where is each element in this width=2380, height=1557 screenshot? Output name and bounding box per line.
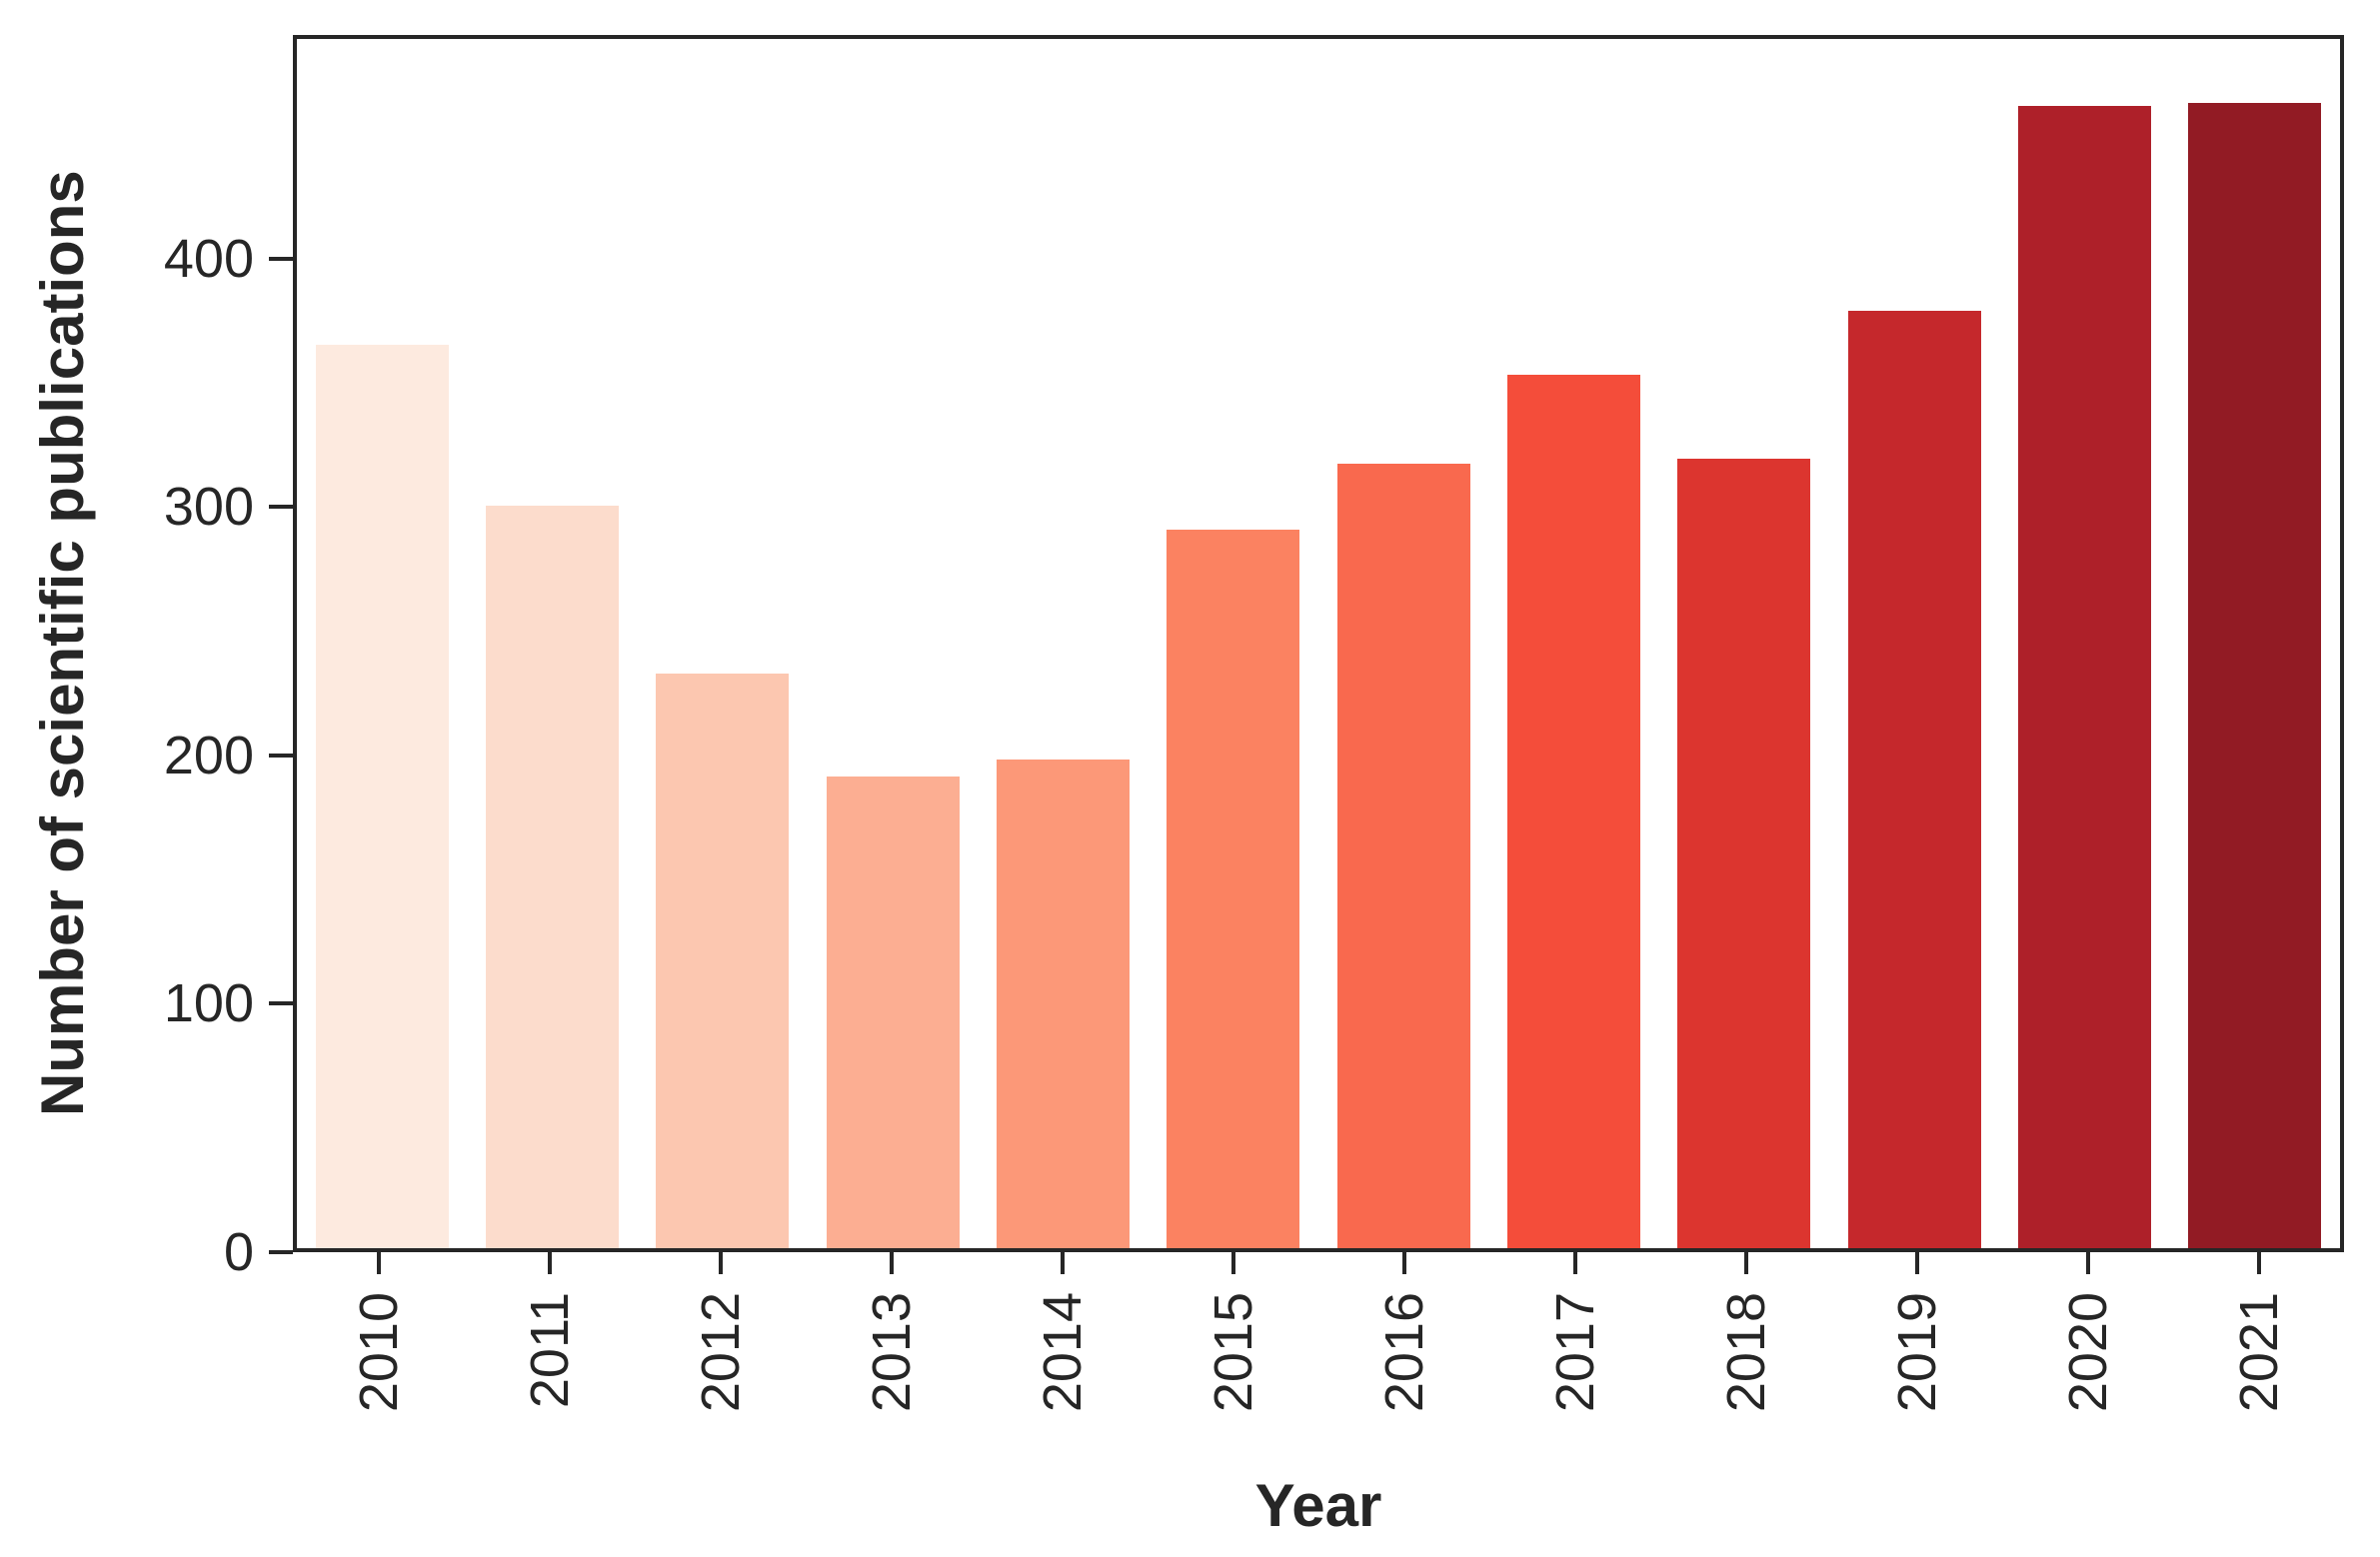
bar-slot-2013 — [808, 39, 978, 1248]
bar-2011 — [486, 505, 619, 1248]
bar-2018 — [1677, 458, 1811, 1248]
x-tick-2018: 2018 — [1715, 1252, 1776, 1413]
bar-slot-2011 — [467, 39, 637, 1248]
x-tick-mark — [1060, 1252, 1065, 1274]
y-tick-200: 200 — [164, 729, 293, 782]
x-tick-2015: 2015 — [1202, 1252, 1263, 1413]
x-tick-label-2017: 2017 — [1544, 1292, 1605, 1413]
y-tick-300: 300 — [164, 480, 293, 534]
x-tick-2020: 2020 — [2057, 1252, 2118, 1413]
x-tick-mark — [1743, 1252, 1748, 1274]
bar-2012 — [656, 673, 790, 1248]
y-tick-label-200: 200 — [163, 725, 254, 785]
bar-2014 — [997, 760, 1130, 1248]
x-tick-mark — [2256, 1252, 2261, 1274]
x-tick-2021: 2021 — [2228, 1252, 2289, 1413]
y-tick-mark — [269, 1001, 293, 1006]
bar-slot-2015 — [1149, 39, 1318, 1248]
bar-2019 — [1847, 310, 1981, 1248]
y-tick-label-300: 300 — [163, 477, 254, 538]
bar-slot-2021 — [2170, 39, 2340, 1248]
y-tick-mark — [269, 1250, 293, 1254]
y-tick-mark — [269, 753, 293, 758]
x-tick-label-2010: 2010 — [348, 1292, 409, 1413]
bar-2015 — [1167, 530, 1300, 1248]
y-tick-label-100: 100 — [163, 973, 254, 1034]
x-tick-2019: 2019 — [1886, 1252, 1947, 1413]
y-tick-label-0: 0 — [223, 1222, 254, 1282]
x-tick-mark — [547, 1252, 552, 1274]
x-tick-2010: 2010 — [348, 1252, 409, 1413]
x-tick-mark — [1914, 1252, 1919, 1274]
x-tick-2011: 2011 — [519, 1252, 580, 1409]
bar-slot-2018 — [1659, 39, 1829, 1248]
bar-slot-2019 — [1829, 39, 1999, 1248]
bar-2020 — [2018, 105, 2151, 1248]
y-tick-100: 100 — [164, 976, 293, 1030]
x-tick-2014: 2014 — [1032, 1252, 1093, 1413]
bar-slot-2017 — [1488, 39, 1658, 1248]
x-tick-mark — [1572, 1252, 1577, 1274]
x-tick-mark — [1230, 1252, 1235, 1274]
x-tick-2012: 2012 — [690, 1252, 751, 1413]
bar-slot-2020 — [1999, 39, 2169, 1248]
y-tick-0: 0 — [224, 1225, 293, 1279]
x-tick-label-2015: 2015 — [1202, 1292, 1263, 1413]
x-tick-label-2014: 2014 — [1032, 1292, 1093, 1413]
x-tick-label-2013: 2013 — [861, 1292, 922, 1413]
bar-2021 — [2188, 103, 2322, 1248]
bar-2017 — [1507, 374, 1640, 1248]
x-tick-mark — [718, 1252, 723, 1274]
bar-2016 — [1336, 463, 1470, 1248]
x-axis: 2010 2011 2012 2013 2014 2015 2016 2017 2018 2019… — [293, 1252, 2344, 1492]
x-tick-mark — [2085, 1252, 2090, 1274]
bar-slot-2014 — [978, 39, 1148, 1248]
x-tick-label-2011: 2011 — [519, 1292, 580, 1409]
x-tick-mark — [376, 1252, 381, 1274]
bar-2010 — [315, 345, 449, 1248]
x-tick-label-2019: 2019 — [1886, 1292, 1947, 1413]
x-axis-title: Year — [1254, 1472, 1382, 1539]
bar-2013 — [826, 777, 960, 1248]
x-tick-label-2020: 2020 — [2057, 1292, 2118, 1413]
x-tick-2013: 2013 — [861, 1252, 922, 1413]
x-tick-mark — [1401, 1252, 1406, 1274]
x-tick-label-2016: 2016 — [1373, 1292, 1434, 1413]
y-tick-mark — [269, 505, 293, 510]
bars — [297, 39, 2340, 1248]
x-tick-mark — [889, 1252, 894, 1274]
y-axis-title: Number of scientific publications — [29, 170, 96, 1117]
x-tick-2016: 2016 — [1373, 1252, 1434, 1413]
x-tick-2017: 2017 — [1544, 1252, 1605, 1413]
y-tick-mark — [269, 256, 293, 261]
y-tick-label-400: 400 — [163, 228, 254, 289]
x-tick-label-2021: 2021 — [2228, 1292, 2289, 1413]
bar-slot-2010 — [297, 39, 467, 1248]
x-tick-label-2018: 2018 — [1715, 1292, 1776, 1413]
bar-slot-2012 — [638, 39, 808, 1248]
y-tick-400: 400 — [164, 232, 293, 286]
x-tick-label-2012: 2012 — [690, 1292, 751, 1413]
plot-area — [293, 35, 2344, 1252]
bar-slot-2016 — [1318, 39, 1488, 1248]
